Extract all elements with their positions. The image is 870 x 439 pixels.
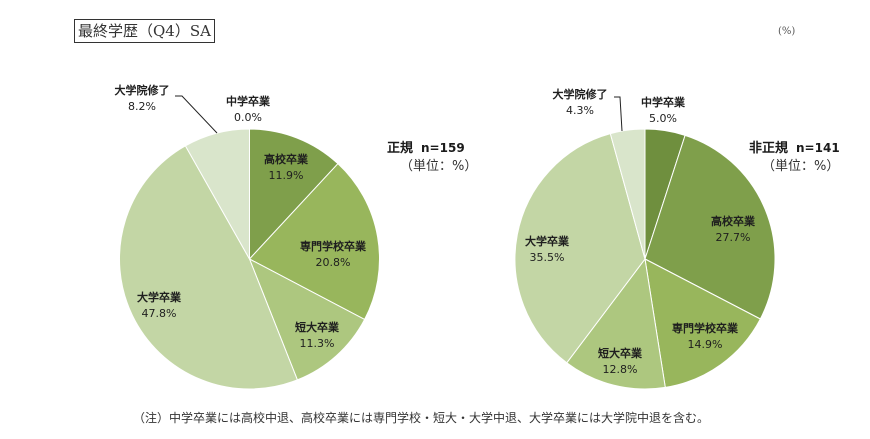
chart-title: 最終学歴（Q4）SA	[74, 19, 215, 43]
group-title-nonregular: 非正規 n=141	[749, 137, 840, 156]
label-vocational-nonregular: 専門学校卒業 14.9%	[672, 321, 738, 353]
label-pct: 14.9%	[687, 338, 723, 351]
leader-line-grad-school-nonregular	[614, 96, 623, 132]
label-name: 大学院修了	[114, 84, 170, 97]
pie-regular	[119, 128, 380, 390]
leader-line-grad-school-regular	[175, 95, 218, 134]
pie-slice	[248, 257, 366, 381]
label-pct: 4.3%	[566, 104, 594, 117]
pie-slice	[249, 128, 339, 261]
label-name: 中学卒業	[226, 95, 270, 108]
label-name: 専門学校卒業	[300, 240, 366, 253]
group-unit-regular: （単位：%）	[400, 159, 478, 174]
label-pct: 47.8%	[141, 307, 177, 320]
group-name: 正規	[387, 141, 414, 156]
label-pct: 0.0%	[234, 111, 262, 124]
group-title-regular: 正規 n=159	[387, 137, 465, 156]
label-name: 大学院修了	[552, 88, 608, 101]
pie-slice	[119, 145, 299, 390]
label-pct: 8.2%	[128, 100, 156, 113]
pie-slice	[566, 257, 666, 390]
label-junior-college-regular: 短大卒業 11.3%	[295, 320, 339, 352]
label-high-school-regular: 高校卒業 11.9%	[264, 152, 308, 184]
label-middle-school-regular: 中学卒業 0.0%	[226, 94, 270, 126]
label-pct: 35.5%	[529, 251, 565, 264]
label-grad-school-regular: 大学院修了 8.2%	[115, 83, 170, 115]
pie-nonregular	[514, 128, 776, 390]
pie-slice	[644, 134, 776, 320]
label-grad-school-nonregular: 大学院修了 4.3%	[553, 87, 608, 119]
label-name: 専門学校卒業	[672, 322, 738, 335]
label-university-regular: 大学卒業 47.8%	[137, 290, 181, 322]
label-junior-college-nonregular: 短大卒業 12.8%	[598, 346, 642, 378]
label-pct: 27.7%	[715, 231, 751, 244]
label-name: 大学卒業	[137, 291, 181, 304]
label-pct: 20.8%	[315, 256, 351, 269]
pie-slice	[514, 133, 646, 364]
pie-slice	[609, 128, 646, 260]
label-pct: 5.0%	[649, 112, 677, 125]
label-university-nonregular: 大学卒業 35.5%	[525, 234, 569, 266]
label-name: 短大卒業	[598, 347, 642, 360]
pie-slice	[644, 258, 762, 388]
label-pct: 12.8%	[602, 363, 638, 376]
label-pct: 11.3%	[299, 337, 335, 350]
pie-slice	[248, 162, 380, 321]
group-unit-nonregular: （単位：%）	[762, 159, 840, 174]
sample-size: n=141	[796, 141, 840, 155]
label-high-school-nonregular: 高校卒業 27.7%	[711, 214, 755, 246]
pie-slice	[184, 128, 250, 261]
label-pct: 11.9%	[268, 169, 304, 182]
label-middle-school-nonregular: 中学卒業 5.0%	[641, 95, 685, 127]
label-name: 高校卒業	[264, 153, 308, 166]
sample-size: n=159	[421, 141, 465, 155]
label-vocational-regular: 専門学校卒業 20.8%	[300, 239, 366, 271]
label-name: 大学卒業	[525, 235, 569, 248]
footnote: （注）中学卒業には高校中退、高校卒業には専門学校・短大・大学中退、大学卒業には大…	[133, 411, 710, 425]
unit-label: (%)	[778, 26, 796, 37]
label-name: 短大卒業	[295, 321, 339, 334]
group-name: 非正規	[749, 141, 789, 156]
label-name: 高校卒業	[711, 215, 755, 228]
label-name: 中学卒業	[641, 96, 685, 109]
